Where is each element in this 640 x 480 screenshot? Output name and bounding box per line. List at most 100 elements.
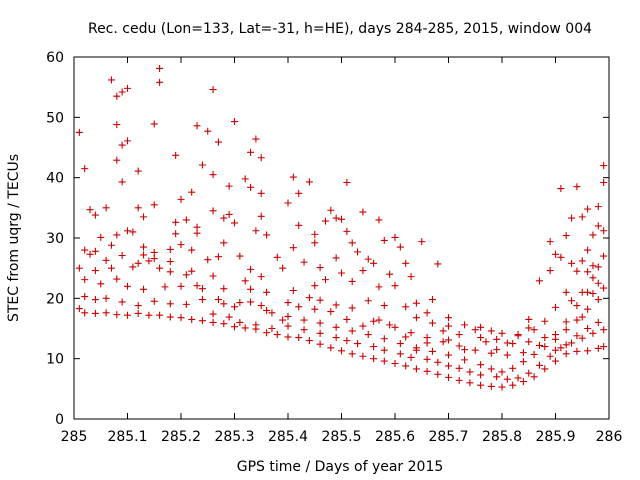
data-point — [257, 154, 265, 162]
data-point — [503, 339, 511, 347]
data-point — [407, 273, 415, 281]
data-point — [348, 277, 356, 285]
data-point — [145, 257, 153, 265]
data-point — [91, 296, 99, 304]
data-point — [514, 332, 522, 340]
data-point — [380, 236, 388, 244]
data-point — [172, 218, 180, 226]
data-point — [332, 254, 340, 262]
data-point — [412, 299, 420, 307]
data-point — [311, 305, 319, 313]
data-point — [316, 296, 324, 304]
data-point — [503, 375, 511, 383]
data-point — [493, 346, 501, 354]
data-point — [509, 340, 517, 348]
data-point — [445, 351, 452, 359]
data-point — [257, 212, 265, 220]
data-point — [300, 326, 308, 334]
data-point — [241, 175, 249, 183]
data-point — [220, 285, 228, 293]
data-point — [279, 316, 287, 324]
data-point — [380, 302, 388, 310]
data-point — [102, 204, 110, 212]
data-point — [188, 315, 196, 323]
data-point — [370, 317, 378, 325]
data-point — [332, 334, 340, 342]
data-point — [578, 313, 586, 321]
data-point — [343, 315, 351, 323]
data-point — [75, 264, 83, 272]
x-tick-label: 286 — [596, 429, 623, 445]
data-point — [455, 331, 463, 339]
data-point — [150, 248, 158, 256]
data-point — [552, 250, 559, 258]
data-point — [493, 373, 501, 381]
data-point — [247, 265, 255, 273]
data-point — [225, 313, 233, 321]
data-point — [557, 344, 565, 352]
data-point — [177, 314, 185, 322]
data-point — [589, 329, 597, 337]
data-point — [129, 263, 137, 271]
data-point — [338, 215, 345, 223]
data-point — [279, 264, 287, 272]
data-point — [509, 364, 517, 372]
chart-title: Rec. cedu (Lon=133, Lat=-31, h=HE), days… — [88, 21, 592, 37]
data-point — [321, 276, 329, 284]
data-point — [236, 299, 244, 307]
data-point — [204, 127, 212, 135]
data-point — [172, 230, 180, 238]
data-point — [284, 333, 292, 341]
data-point — [541, 365, 549, 373]
data-point — [177, 241, 185, 249]
data-point — [268, 309, 276, 317]
data-point — [578, 213, 586, 221]
data-point — [140, 285, 148, 293]
data-point — [600, 252, 608, 260]
data-point — [354, 248, 362, 256]
data-point — [348, 304, 356, 312]
data-point — [445, 362, 452, 370]
data-point — [434, 260, 442, 268]
data-point — [257, 273, 265, 281]
data-point — [91, 211, 99, 219]
data-point — [81, 309, 89, 317]
data-point — [434, 358, 442, 366]
x-tick-label: 285.2 — [161, 429, 201, 445]
data-point — [193, 122, 201, 130]
data-point — [562, 232, 570, 240]
data-point — [289, 244, 297, 252]
data-point — [284, 312, 292, 320]
data-point — [209, 207, 217, 215]
data-point — [487, 327, 495, 335]
data-point — [364, 255, 372, 263]
data-point — [445, 373, 452, 381]
data-point — [412, 314, 420, 322]
data-point — [295, 334, 303, 342]
data-point — [391, 359, 399, 367]
data-point — [370, 343, 378, 351]
data-point — [589, 231, 597, 239]
data-point — [391, 323, 399, 331]
data-point — [150, 297, 158, 305]
data-point — [156, 78, 164, 86]
data-point — [519, 349, 527, 357]
data-point — [584, 347, 592, 355]
data-point — [220, 320, 228, 328]
data-point — [236, 318, 244, 326]
data-points — [75, 64, 608, 391]
data-point — [423, 309, 431, 317]
data-point — [525, 338, 533, 346]
data-point — [487, 382, 495, 390]
data-point — [81, 165, 89, 173]
data-point — [584, 325, 592, 332]
data-point — [573, 183, 581, 191]
data-point — [118, 251, 126, 259]
data-point — [509, 381, 517, 389]
data-point — [118, 178, 126, 186]
data-point — [247, 183, 255, 191]
data-point — [455, 376, 463, 384]
data-point — [134, 167, 142, 175]
data-point — [113, 156, 121, 164]
